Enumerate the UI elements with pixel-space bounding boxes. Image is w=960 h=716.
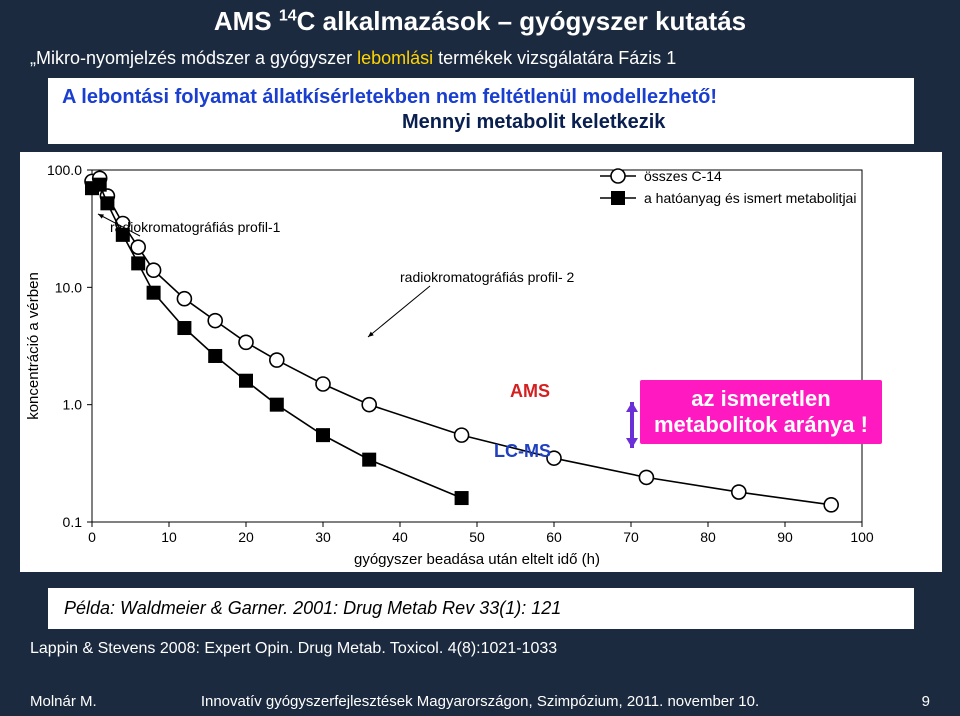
svg-text:70: 70 xyxy=(623,529,639,545)
svg-text:10: 10 xyxy=(161,529,177,545)
context-box: A lebontási folyamat állatkísérletekben … xyxy=(48,78,914,144)
svg-text:100: 100 xyxy=(850,529,874,545)
reference-box: Példa: Waldmeier & Garner. 2001: Drug Me… xyxy=(48,588,914,629)
svg-text:0: 0 xyxy=(88,529,96,545)
title-sup: 14 xyxy=(279,7,297,24)
svg-text:LC-MS: LC-MS xyxy=(494,441,551,461)
svg-text:összes C-14: összes C-14 xyxy=(644,168,722,184)
svg-text:100.0: 100.0 xyxy=(47,162,82,178)
subtitle-highlight: lebomlási xyxy=(357,48,433,68)
svg-text:gyógyszer beadása után eltelt: gyógyszer beadása után eltelt idő (h) xyxy=(354,551,600,568)
highlight-line1: az ismeretlen xyxy=(654,386,868,412)
svg-text:radiokromatográfiás profil-1: radiokromatográfiás profil-1 xyxy=(110,219,281,235)
svg-text:radiokromatográfiás profil- 2: radiokromatográfiás profil- 2 xyxy=(400,269,575,285)
subtitle-plain: „Mikro-nyomjelzés módszer a gyógyszer xyxy=(30,48,357,68)
footer-pagenum: 9 xyxy=(922,693,930,710)
svg-text:0.1: 0.1 xyxy=(63,514,83,530)
chart-svg: 0.1 1.0 10.0 100.0 0 10 20 30 40 50 60 70 80 90 100 gyó… xyxy=(20,152,942,572)
svg-text:a hatóanyag és ismert metaboli: a hatóanyag és ismert metabolitjai xyxy=(644,190,856,206)
highlight-line2: metabolitok aránya ! xyxy=(654,412,868,438)
svg-text:90: 90 xyxy=(777,529,793,545)
svg-text:80: 80 xyxy=(700,529,716,545)
svg-text:40: 40 xyxy=(392,529,408,545)
reference-text: Példa: Waldmeier & Garner. 2001: Drug Me… xyxy=(64,598,561,618)
context-line2: Mennyi metabolit keletkezik xyxy=(402,111,665,134)
citation: Lappin & Stevens 2008: Expert Opin. Drug… xyxy=(30,640,557,658)
highlight-box: az ismeretlen metabolitok aránya ! xyxy=(640,380,882,444)
svg-text:10.0: 10.0 xyxy=(55,279,82,295)
decay-chart: 0.1 1.0 10.0 100.0 0 10 20 30 40 50 60 70 80 90 100 gyó… xyxy=(20,152,942,572)
svg-text:AMS: AMS xyxy=(510,381,550,401)
svg-text:30: 30 xyxy=(315,529,331,545)
title-post: C alkalmazások – gyógyszer kutatás xyxy=(297,6,746,36)
title-pre: AMS xyxy=(214,6,279,36)
svg-text:koncentráció a vérben: koncentráció a vérben xyxy=(25,272,42,420)
svg-text:1.0: 1.0 xyxy=(63,397,83,413)
slide-subtitle: „Mikro-nyomjelzés módszer a gyógyszer le… xyxy=(30,48,676,69)
svg-text:60: 60 xyxy=(546,529,562,545)
svg-text:20: 20 xyxy=(238,529,254,545)
svg-text:50: 50 xyxy=(469,529,485,545)
footer-event: Innovatív gyógyszerfejlesztések Magyaror… xyxy=(0,693,960,710)
context-line1: A lebontási folyamat állatkísérletekben … xyxy=(62,86,900,109)
subtitle-tail: termékek vizsgálatára Fázis 1 xyxy=(433,48,676,68)
slide-title: AMS 14C alkalmazások – gyógyszer kutatás xyxy=(0,6,960,37)
